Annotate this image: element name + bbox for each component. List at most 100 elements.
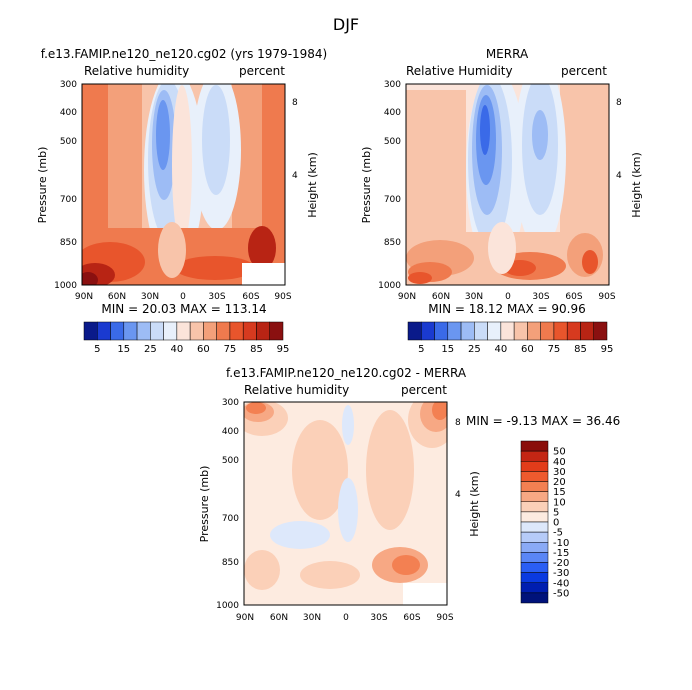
- y-tick: 300: [384, 80, 401, 90]
- colorbar-swatch: [421, 321, 435, 341]
- colorbar-swatch: [520, 531, 549, 543]
- colorbar-label: 40: [553, 457, 566, 468]
- y-tick: 850: [222, 558, 239, 568]
- panel-model-x-ticks: 90N 60N 30N 0 30S 60S 90S: [75, 292, 292, 302]
- panel-merra-subtitle-right: percent: [561, 64, 607, 78]
- panel-merra-y-ticks: 300 400 500 700 850 1000: [378, 80, 401, 291]
- y-tick: 300: [222, 398, 239, 408]
- colorbar-label: 60: [521, 344, 534, 355]
- colorbar-swatch: [520, 501, 549, 513]
- colorbar-swatch: [447, 321, 462, 341]
- colorbar-swatch: [500, 321, 515, 341]
- panel-merra-frame: [405, 83, 610, 286]
- colorbar-label: 5: [94, 344, 100, 355]
- panel-merra-ylabel-right: Height (km): [630, 152, 643, 218]
- x-tick: 60N: [108, 292, 126, 302]
- y-tick: 850: [60, 238, 77, 248]
- panel-diff-subtitle-left: Relative humidity: [244, 383, 349, 397]
- colorbar-swatch: [593, 321, 608, 341]
- x-tick: 90S: [274, 292, 291, 302]
- panel-model-height-ticks: 8 4: [292, 98, 298, 181]
- panel-model-ylabel-right: Height (km): [306, 152, 319, 218]
- panel-merra-ylabel: Pressure (mb): [360, 147, 373, 224]
- panel-model-field: [82, 84, 285, 285]
- panel-diff-ylabel-right: Height (km): [468, 471, 481, 537]
- colorbar-swatch: [123, 321, 138, 341]
- colorbar-label: 85: [250, 344, 263, 355]
- panel-merra-subtitle-left: Relative Humidity: [406, 64, 513, 78]
- colorbar-label: 10: [553, 497, 566, 508]
- height-tick: 8: [455, 418, 461, 428]
- figure-title: DJF: [333, 15, 359, 34]
- y-tick: 400: [60, 108, 77, 118]
- panel-model-y-ticks: 300 400 500 700 850 1000: [54, 80, 77, 291]
- x-tick: 60S: [403, 613, 420, 623]
- panel-model-subtitle-right: percent: [239, 64, 285, 78]
- height-tick: 8: [292, 98, 298, 108]
- colorbar-label: 50: [553, 447, 566, 458]
- x-tick: 30S: [532, 292, 549, 302]
- y-tick: 1000: [378, 281, 401, 291]
- colorbar-swatch: [520, 542, 549, 553]
- y-tick: 1000: [216, 601, 239, 611]
- colorbar-swatch: [229, 321, 244, 341]
- colorbar-label: 75: [224, 344, 237, 355]
- colorbar-swatch: [256, 321, 270, 341]
- colorbar-swatch: [520, 572, 549, 583]
- colorbar-label: 85: [574, 344, 587, 355]
- colorbar-swatch: [110, 321, 125, 341]
- colorbar-label: 5: [418, 344, 424, 355]
- panel-diff-frame: [243, 401, 448, 606]
- colorbar-label: 30: [553, 467, 566, 478]
- colorbar-swatch: [434, 321, 449, 341]
- colorbar-label: 15: [117, 344, 130, 355]
- panel-diff-x-ticks: 90N 60N 30N 0 30S 60S 90S: [236, 613, 454, 623]
- x-tick: 90N: [236, 613, 254, 623]
- colorbar-swatch: [566, 321, 581, 341]
- colorbar-label: 40: [170, 344, 183, 355]
- panel-diff-y-ticks: 300 400 500 700 850 1000: [216, 398, 239, 611]
- panel-diff-height-ticks: 8 4: [455, 418, 461, 500]
- x-tick: 60S: [242, 292, 259, 302]
- colorbar-label: -15: [553, 548, 569, 559]
- panel-diff-stats: MIN = -9.13 MAX = 36.46: [466, 414, 620, 428]
- colorbar-swatch: [83, 321, 98, 341]
- panel-merra-height-ticks: 8 4: [616, 98, 622, 181]
- colorbar-swatch: [150, 321, 164, 341]
- colorbar-label: -30: [553, 568, 569, 579]
- panel-merra-field: [406, 84, 609, 285]
- x-tick: 60S: [565, 292, 582, 302]
- panel-merra-title: MERRA: [486, 47, 529, 61]
- panel-diff: f.e13.FAMIP.ne120_ne120.cg02 - MERRA Rel…: [198, 366, 620, 623]
- colorbar-label: -40: [553, 578, 569, 589]
- colorbar-swatch: [474, 321, 488, 341]
- colorbar-swatch: [189, 321, 204, 341]
- colorbar-label: 25: [144, 344, 157, 355]
- y-tick: 300: [60, 80, 77, 90]
- colorbar-swatch: [520, 440, 549, 452]
- panel-merra: MERRA Relative Humidity percent: [360, 47, 643, 316]
- panel-model-frame: [81, 83, 286, 286]
- panel-model-stats: MIN = 20.03 MAX = 113.14: [101, 302, 266, 316]
- panel-diff-title: f.e13.FAMIP.ne120_ne120.cg02 - MERRA: [226, 366, 467, 380]
- colorbar-swatch: [520, 521, 549, 533]
- x-tick: 60N: [432, 292, 450, 302]
- colorbar-label: -50: [553, 588, 569, 599]
- colorbar-swatch: [520, 511, 549, 523]
- colorbar-label: 75: [548, 344, 561, 355]
- y-tick: 500: [222, 456, 239, 466]
- colorbar-swatch: [216, 321, 231, 341]
- colorbar-label: -5: [553, 528, 563, 539]
- colorbar-label: -20: [553, 558, 569, 569]
- x-tick: 90S: [436, 613, 453, 623]
- x-tick: 30N: [465, 292, 483, 302]
- colorbar-swatch: [520, 461, 549, 472]
- colorbar-swatch: [242, 321, 257, 341]
- y-tick: 700: [222, 514, 239, 524]
- x-tick: 30N: [141, 292, 159, 302]
- colorbar-label: 0: [553, 518, 559, 529]
- colorbar-model: 5 15 25 40 60 75 85 95: [83, 321, 289, 355]
- x-tick: 30S: [208, 292, 225, 302]
- colorbar-label: 25: [468, 344, 481, 355]
